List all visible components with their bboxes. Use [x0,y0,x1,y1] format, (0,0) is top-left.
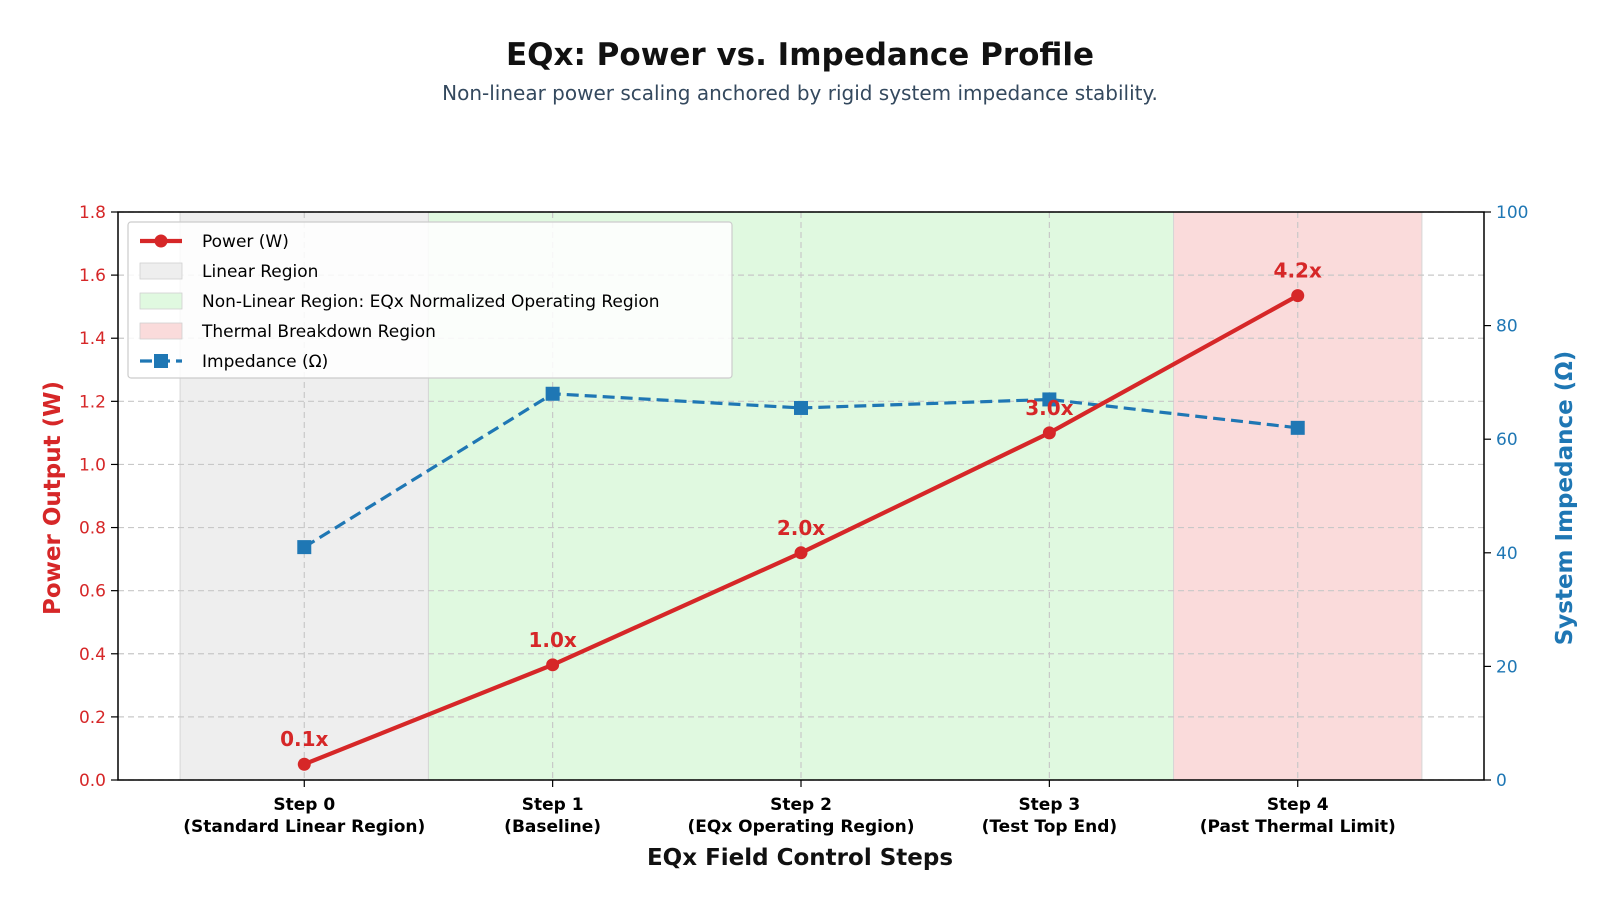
left-tick-label: 0.0 [79,771,106,791]
power-data-label: 3.0x [1025,396,1073,420]
left-tick-label: 1.2 [79,392,106,412]
x-tick-label: Step 4 [1267,795,1329,815]
legend-box [127,221,733,379]
left-tick-label: 0.6 [79,582,106,602]
right-axis-label: System Impedance (Ω) [1552,351,1578,646]
chart-subtitle: Non-linear power scaling anchored by rig… [442,81,1158,105]
legend-label: Impedance (Ω) [202,352,328,372]
left-tick-label: 1.6 [79,266,106,286]
left-axis-label: Power Output (W) [40,381,66,615]
power-point [794,546,808,560]
legend-marker [154,234,168,248]
impedance-point [1042,392,1057,407]
x-tick-label: Step 1 [522,795,584,815]
power-point [546,658,560,672]
left-tick-label: 1.4 [79,329,106,349]
right-tick-label: 60 [1496,430,1518,450]
legend-patch [139,322,183,340]
power-data-label: 0.1x [280,727,328,751]
impedance-point [545,386,560,401]
x-tick-label: Step 2 [770,795,832,815]
legend-patch [139,262,183,280]
power-point [1291,289,1305,303]
x-tick-sublabel: (EQx Operating Region) [687,817,914,837]
right-tick-label: 0 [1496,771,1507,791]
legend-label: Power (W) [202,232,289,252]
series-layer: 0.1x 1.0x 2.0x 3.0x 4.2x [280,259,1322,771]
impedance-point [1290,420,1305,435]
right-y-axis: 0 20 40 60 80 100 [1484,203,1528,791]
left-tick-label: 0.4 [79,645,106,665]
right-tick-label: 40 [1496,544,1518,564]
legend-patch [139,292,183,310]
x-axis-label: EQx Field Control Steps [647,845,953,871]
left-tick-label: 0.2 [79,708,106,728]
left-y-axis: 0.0 0.2 0.4 0.6 0.8 1.0 1.2 1.4 1.6 1.8 [79,203,118,791]
legend-label: Linear Region [202,262,318,282]
x-tick-label: Step 0 [273,795,335,815]
x-tick-sublabel: (Baseline) [504,817,601,837]
right-tick-label: 100 [1496,203,1528,223]
left-tick-label: 1.0 [79,455,106,475]
power-data-label: 4.2x [1274,259,1322,283]
right-tick-label: 20 [1496,657,1518,677]
x-tick-sublabel: (Standard Linear Region) [183,817,425,837]
x-tick-label: Step 3 [1018,795,1080,815]
chart-title: EQx: Power vs. Impedance Profile [506,37,1094,73]
power-point [1042,426,1056,440]
power-point [297,757,311,771]
left-tick-label: 1.8 [79,203,106,223]
power-data-label: 2.0x [777,516,825,540]
x-tick-sublabel: (Test Top End) [982,817,1118,837]
legend-label: Non-Linear Region: EQx Normalized Operat… [202,292,660,312]
legend: Power (W) Linear Region Non-Linear Region:… [127,221,733,379]
impedance-point [794,400,808,415]
power-data-label: 1.0x [528,628,576,652]
legend-marker [154,354,168,368]
x-axis: Step 0(Standard Linear Region) Step 1(Bas… [183,780,1396,837]
right-tick-label: 80 [1496,317,1518,337]
legend-label: Thermal Breakdown Region [201,322,436,342]
left-tick-label: 0.8 [79,519,106,539]
impedance-point [297,540,312,555]
x-tick-sublabel: (Past Thermal Limit) [1200,817,1396,837]
